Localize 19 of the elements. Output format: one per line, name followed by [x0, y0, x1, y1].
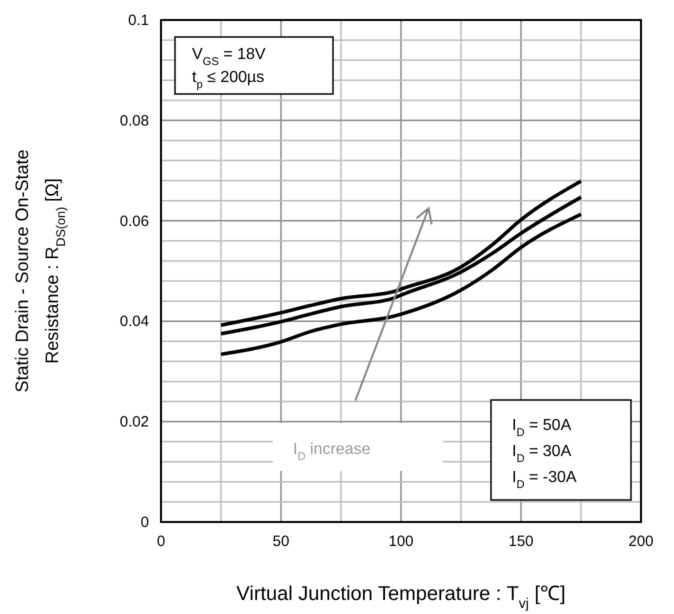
- y-tick-label: 0: [140, 514, 149, 531]
- y-tick-label: 0.1: [128, 12, 149, 29]
- x-tick-label: 200: [628, 533, 654, 550]
- line-series: [219, 212, 583, 356]
- annotation: I$_{D}$ = 30A: [512, 443, 572, 465]
- x-tick-label: 150: [508, 533, 534, 550]
- annotation: t$_{p}$ ≤ 200µs: [192, 69, 264, 91]
- annotation: V$_{GS}$ = 18V: [192, 46, 266, 68]
- y-tick-label: 0.06: [120, 212, 149, 230]
- y-tick-label: 0.02: [120, 414, 149, 431]
- annotation: I$_{D}$ increase: [293, 441, 371, 463]
- y-tick-label: 0.08: [120, 112, 149, 130]
- y-tick-label: 0.04: [120, 313, 149, 330]
- x-tick-label: 100: [388, 533, 414, 550]
- x-tick-label: 50: [272, 533, 290, 550]
- annotation: I$_{D}$ = 50A: [512, 417, 572, 439]
- x-tick-label: 0: [156, 533, 166, 550]
- annotation: I$_{D}$ = -30A: [512, 469, 577, 491]
- x-axis-title: Virtual Junction Temperature : T$_{vj}$ [℃]: [236, 583, 566, 611]
